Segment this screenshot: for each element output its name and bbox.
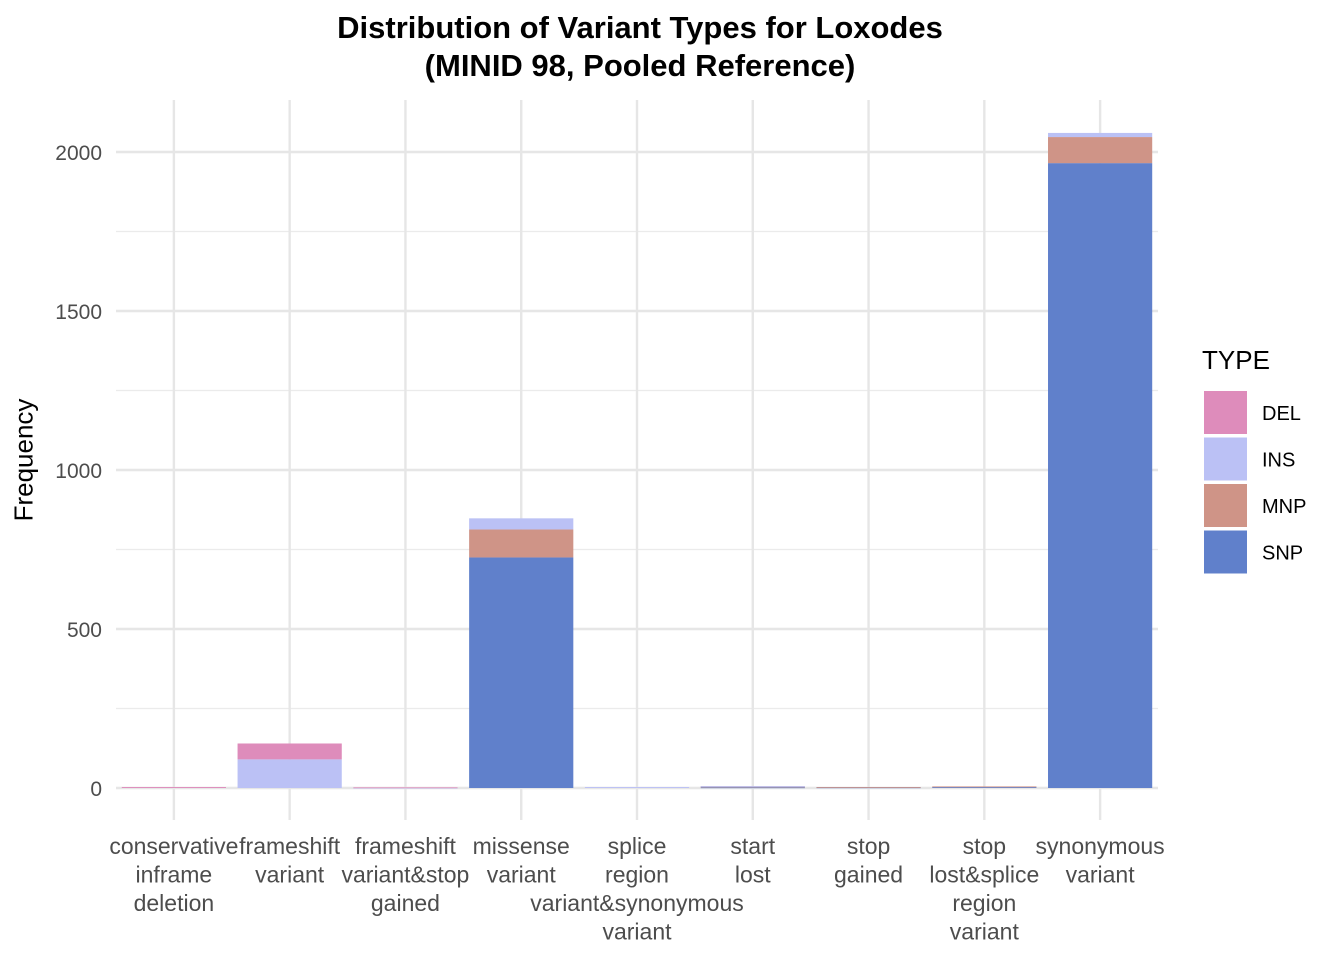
y-tick-label: 1000	[55, 460, 102, 483]
y-tick-label: 500	[67, 619, 102, 642]
bar-segment-snp	[932, 787, 1037, 788]
bar-segment-del	[121, 787, 226, 788]
x-tick-label: frameshift variant&stop gained	[342, 833, 470, 916]
bar-segment-snp	[1048, 163, 1153, 788]
bar-segment-mnp	[469, 529, 574, 558]
bar-segment-snp	[700, 787, 805, 789]
bar-segment-snp	[469, 557, 574, 788]
legend-title: TYPE	[1202, 345, 1270, 375]
x-tick-label: stop gained	[834, 833, 903, 888]
legend-label: INS	[1262, 450, 1295, 472]
legend-key-del	[1204, 391, 1247, 434]
y-tick-label: 0	[90, 778, 102, 801]
bar-segment-ins	[1048, 132, 1153, 138]
x-tick-label: stop lost&splice region variant	[929, 833, 1039, 945]
bar-segment-mnp	[816, 787, 921, 788]
bar-segment-mnp	[932, 786, 1037, 788]
x-tick-label: conservative inframe deletion	[109, 833, 238, 916]
legend-key-ins	[1204, 437, 1247, 481]
bar-segment-ins	[469, 518, 574, 530]
grid-lines	[116, 100, 1158, 820]
bar-segment-del	[237, 743, 342, 760]
bar-segment-ins	[237, 759, 342, 788]
legend-label: SNP	[1262, 543, 1303, 565]
legend-key-mnp	[1204, 484, 1247, 527]
y-tick-label: 2000	[55, 142, 102, 165]
chart-subtitle: (MINID 98, Pooled Reference)	[424, 48, 856, 83]
x-tick-label: start lost	[730, 833, 775, 888]
bar-segment-ins	[700, 786, 805, 787]
bar-segment-del	[353, 787, 458, 789]
x-tick-label: synonymous variant	[1036, 833, 1165, 888]
legend-label: MNP	[1262, 496, 1306, 518]
bar-segment-ins	[584, 787, 690, 788]
x-tick-label: frameshift variant	[239, 833, 341, 888]
legend-label: DEL	[1262, 403, 1301, 425]
x-tick-label: splice region variant&synonymous variant	[530, 833, 744, 945]
y-tick-label: 1500	[55, 301, 102, 324]
bar-segment-mnp	[1048, 137, 1153, 164]
bars	[121, 132, 1153, 789]
legend-key-snp	[1204, 530, 1247, 574]
chart-title: Distribution of Variant Types for Loxode…	[337, 10, 943, 45]
x-tick-label: missense variant	[473, 833, 570, 888]
